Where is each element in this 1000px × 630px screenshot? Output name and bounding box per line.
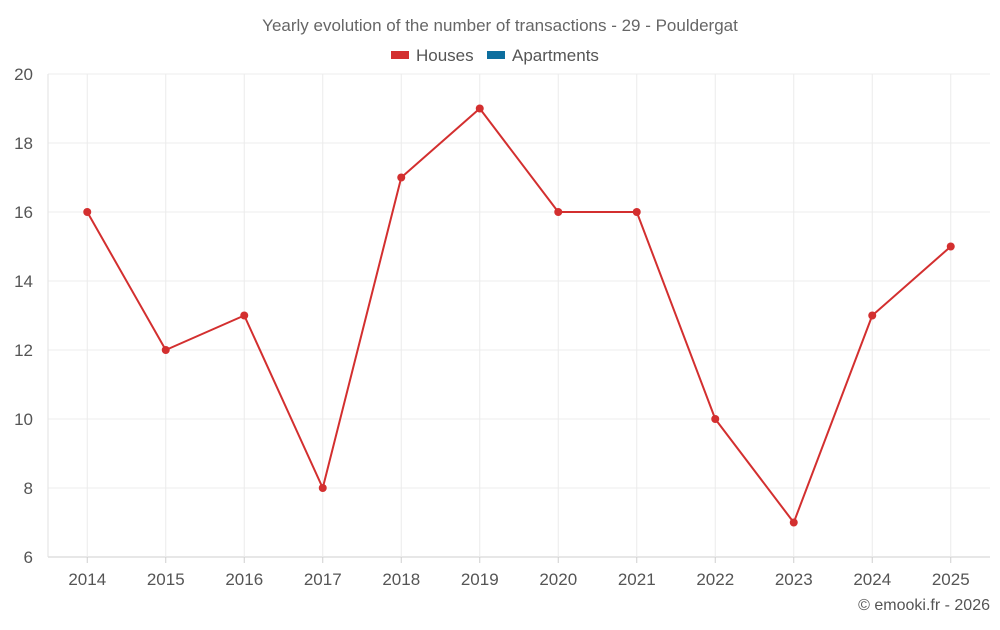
x-tick-label: 2020 bbox=[539, 570, 577, 589]
x-tick-label: 2015 bbox=[147, 570, 185, 589]
data-point-houses-2017[interactable] bbox=[318, 484, 327, 492]
x-tick-label: 2022 bbox=[696, 570, 734, 589]
y-axis: 6 8 10 12 14 16 18 20 bbox=[14, 65, 33, 567]
data-point-houses-2014[interactable] bbox=[83, 208, 92, 216]
legend-swatch-apartments bbox=[487, 51, 505, 59]
y-tick-label: 8 bbox=[24, 479, 33, 498]
legend-label-apartments: Apartments bbox=[512, 46, 599, 65]
y-tick-label: 18 bbox=[14, 134, 33, 153]
legend-item-houses[interactable]: Houses bbox=[391, 46, 474, 65]
x-tick-label: 2018 bbox=[382, 570, 420, 589]
y-tick-label: 16 bbox=[14, 203, 33, 222]
series-houses bbox=[83, 104, 955, 527]
data-point-houses-2019[interactable] bbox=[475, 104, 484, 113]
footer-credit: © emooki.fr - 2026 bbox=[858, 597, 990, 614]
x-tick-label: 2016 bbox=[225, 570, 263, 589]
x-tick-label: 2017 bbox=[304, 570, 342, 589]
data-point-houses-2022[interactable] bbox=[711, 415, 720, 423]
x-tick-label: 2023 bbox=[775, 570, 813, 589]
x-tick-label: 2024 bbox=[853, 570, 891, 589]
data-point-houses-2018[interactable] bbox=[397, 173, 406, 182]
y-tick-label: 6 bbox=[24, 548, 33, 567]
grid bbox=[47, 73, 990, 558]
legend-swatch-houses bbox=[391, 51, 409, 59]
chart-title: Yearly evolution of the number of transa… bbox=[262, 16, 738, 35]
y-tick-label: 10 bbox=[14, 410, 33, 429]
legend: Houses Apartments bbox=[391, 46, 599, 65]
y-tick-label: 14 bbox=[14, 272, 33, 291]
series-line-houses bbox=[86, 107, 952, 524]
data-point-houses-2015[interactable] bbox=[161, 346, 170, 354]
legend-label-houses: Houses bbox=[416, 46, 474, 65]
y-tick-label: 20 bbox=[14, 65, 33, 84]
x-tick-label: 2019 bbox=[461, 570, 499, 589]
x-tick-label: 2025 bbox=[932, 570, 970, 589]
x-axis: 2014 2015 2016 2017 2018 2019 2020 2021 2022 2023… bbox=[68, 557, 970, 589]
x-tick-label: 2014 bbox=[68, 570, 106, 589]
data-point-houses-2024[interactable] bbox=[868, 311, 877, 320]
data-point-houses-2025[interactable] bbox=[946, 242, 955, 251]
data-point-houses-2021[interactable] bbox=[632, 208, 641, 216]
data-point-houses-2016[interactable] bbox=[240, 311, 249, 320]
y-tick-label: 12 bbox=[14, 341, 33, 360]
data-point-houses-2023[interactable] bbox=[789, 518, 798, 527]
legend-item-apartments[interactable]: Apartments bbox=[487, 46, 599, 65]
data-point-houses-2020[interactable] bbox=[554, 208, 563, 216]
x-tick-label: 2021 bbox=[618, 570, 656, 589]
